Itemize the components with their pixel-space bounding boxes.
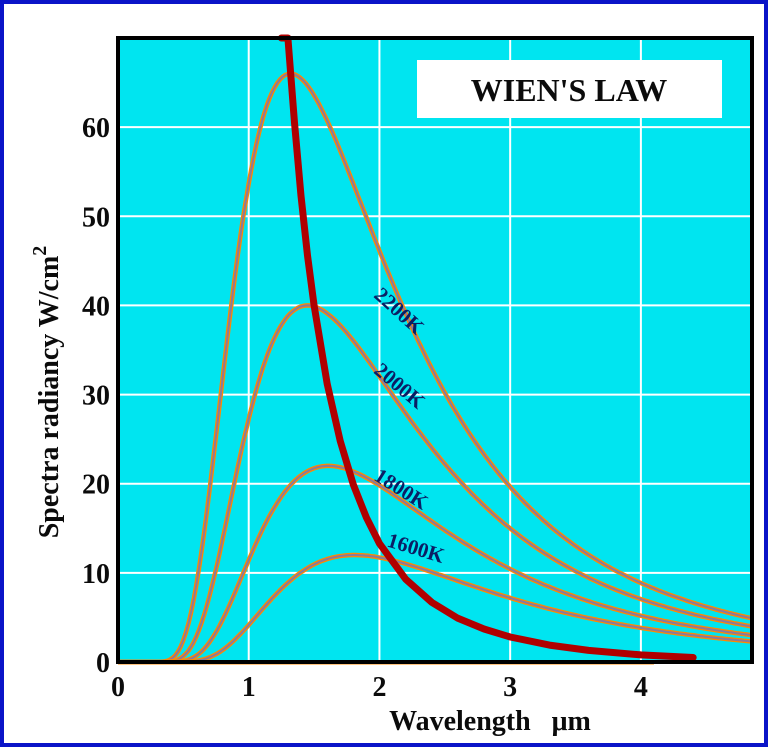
- y-tick-label: 0: [96, 648, 110, 679]
- y-tick-label: 30: [82, 381, 110, 412]
- series-curve-2000K: [118, 304, 753, 663]
- x-tick-label: 4: [634, 672, 648, 703]
- plot-area: [118, 38, 752, 662]
- x-tick-label: 3: [503, 672, 517, 703]
- wien-curve-line: [277, 34, 697, 661]
- x-tick-label: 0: [111, 672, 125, 703]
- x-axis-label: Wavelength μm: [389, 706, 591, 737]
- series-curve-1800K: [118, 464, 753, 663]
- x-tick-label: 1: [242, 672, 256, 703]
- x-tick-label: 2: [372, 672, 386, 703]
- wien-displacement-curve: [277, 34, 697, 661]
- y-tick-label: 20: [82, 470, 110, 501]
- y-tick-label: 10: [82, 559, 110, 590]
- y-tick-label: 60: [82, 113, 110, 144]
- y-axis-label-superscript: 2: [29, 246, 51, 256]
- x-tick-labels: 0 1 2 3 4: [111, 672, 648, 703]
- y-tick-labels: 0 10 20 30 40 50 60: [82, 113, 110, 679]
- plot-border: [116, 36, 754, 664]
- chart-title: WIEN'S LAW: [471, 72, 668, 108]
- series-curve-1600K: [118, 554, 753, 663]
- y-axis-label: Spectra radiancy W/cm2: [29, 246, 65, 539]
- title-box: [417, 60, 722, 118]
- y-tick-label: 50: [82, 202, 110, 233]
- y-axis-label-main: Spectra radiancy W/cm: [34, 256, 65, 539]
- series-curve-2200K: [118, 72, 753, 663]
- y-tick-label: 40: [82, 291, 110, 322]
